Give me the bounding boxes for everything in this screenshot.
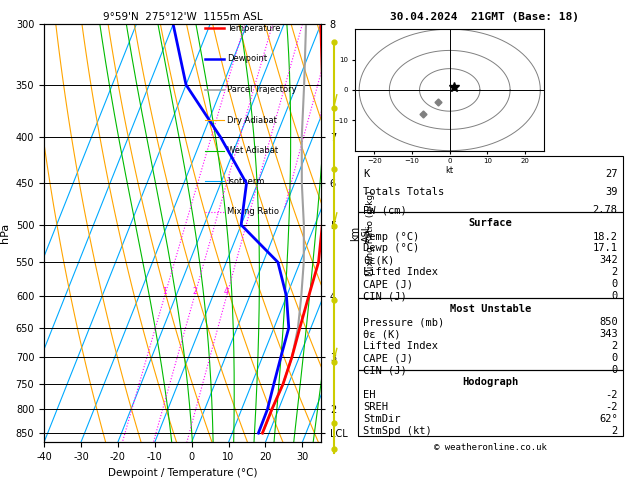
X-axis label: kt: kt: [446, 166, 454, 174]
Text: StmDir: StmDir: [364, 414, 401, 424]
Text: Isotherm: Isotherm: [226, 176, 264, 186]
Bar: [358, 297, 623, 370]
Text: 2: 2: [611, 426, 618, 436]
Text: CIN (J): CIN (J): [364, 365, 407, 375]
Text: 30.04.2024  21GMT (Base: 18): 30.04.2024 21GMT (Base: 18): [390, 12, 579, 22]
Bar: [358, 212, 623, 297]
Y-axis label: km
ASL: km ASL: [350, 224, 372, 243]
Text: StmSpd (kt): StmSpd (kt): [364, 426, 432, 436]
Text: Hodograph: Hodograph: [462, 377, 519, 387]
Text: 850: 850: [599, 317, 618, 328]
Text: 2: 2: [611, 341, 618, 351]
Title: 9°59'N  275°12'W  1155m ASL: 9°59'N 275°12'W 1155m ASL: [103, 12, 262, 22]
Text: Dewp (°C): Dewp (°C): [364, 243, 420, 253]
Text: 2: 2: [611, 267, 618, 277]
Text: 0: 0: [611, 365, 618, 375]
Text: 342: 342: [599, 255, 618, 265]
Text: 4: 4: [224, 287, 229, 296]
Text: 0: 0: [611, 353, 618, 363]
Text: 17.1: 17.1: [593, 243, 618, 253]
Text: Temperature: Temperature: [226, 24, 280, 33]
Text: Mixing Ratio (g/kg): Mixing Ratio (g/kg): [366, 191, 375, 276]
Text: Wet Adiabat: Wet Adiabat: [226, 146, 278, 155]
Text: 1: 1: [162, 287, 167, 296]
Text: 0: 0: [611, 291, 618, 301]
Text: Dewpoint: Dewpoint: [226, 54, 267, 64]
Text: Temp (°C): Temp (°C): [364, 231, 420, 242]
Text: -2: -2: [605, 390, 618, 400]
Text: 39: 39: [605, 187, 618, 197]
Text: Most Unstable: Most Unstable: [450, 304, 532, 314]
Bar: [358, 370, 623, 436]
Text: 18.2: 18.2: [593, 231, 618, 242]
Text: CIN (J): CIN (J): [364, 291, 407, 301]
Text: 343: 343: [599, 330, 618, 339]
Text: Surface: Surface: [469, 218, 513, 228]
Text: 62°: 62°: [599, 414, 618, 424]
Text: Parcel Trajectory: Parcel Trajectory: [226, 85, 296, 94]
Text: θε(K): θε(K): [364, 255, 395, 265]
Text: SREH: SREH: [364, 402, 389, 412]
Text: Mixing Ratio: Mixing Ratio: [226, 207, 279, 216]
Text: θε (K): θε (K): [364, 330, 401, 339]
Y-axis label: hPa: hPa: [0, 223, 10, 243]
Text: Lifted Index: Lifted Index: [364, 341, 438, 351]
Text: CAPE (J): CAPE (J): [364, 279, 413, 289]
Text: Dry Adiabat: Dry Adiabat: [226, 116, 277, 124]
Text: Pressure (mb): Pressure (mb): [364, 317, 445, 328]
Text: Totals Totals: Totals Totals: [364, 187, 445, 197]
Text: 0: 0: [611, 279, 618, 289]
Text: 2: 2: [192, 287, 197, 296]
Text: EH: EH: [364, 390, 376, 400]
Text: -2: -2: [605, 402, 618, 412]
Text: 27: 27: [605, 169, 618, 179]
Text: Lifted Index: Lifted Index: [364, 267, 438, 277]
Text: CAPE (J): CAPE (J): [364, 353, 413, 363]
Text: PW (cm): PW (cm): [364, 205, 407, 215]
X-axis label: Dewpoint / Temperature (°C): Dewpoint / Temperature (°C): [108, 468, 257, 478]
Text: 2.78: 2.78: [593, 205, 618, 215]
Bar: [358, 156, 623, 212]
Text: © weatheronline.co.uk: © weatheronline.co.uk: [434, 443, 547, 452]
Text: K: K: [364, 169, 370, 179]
